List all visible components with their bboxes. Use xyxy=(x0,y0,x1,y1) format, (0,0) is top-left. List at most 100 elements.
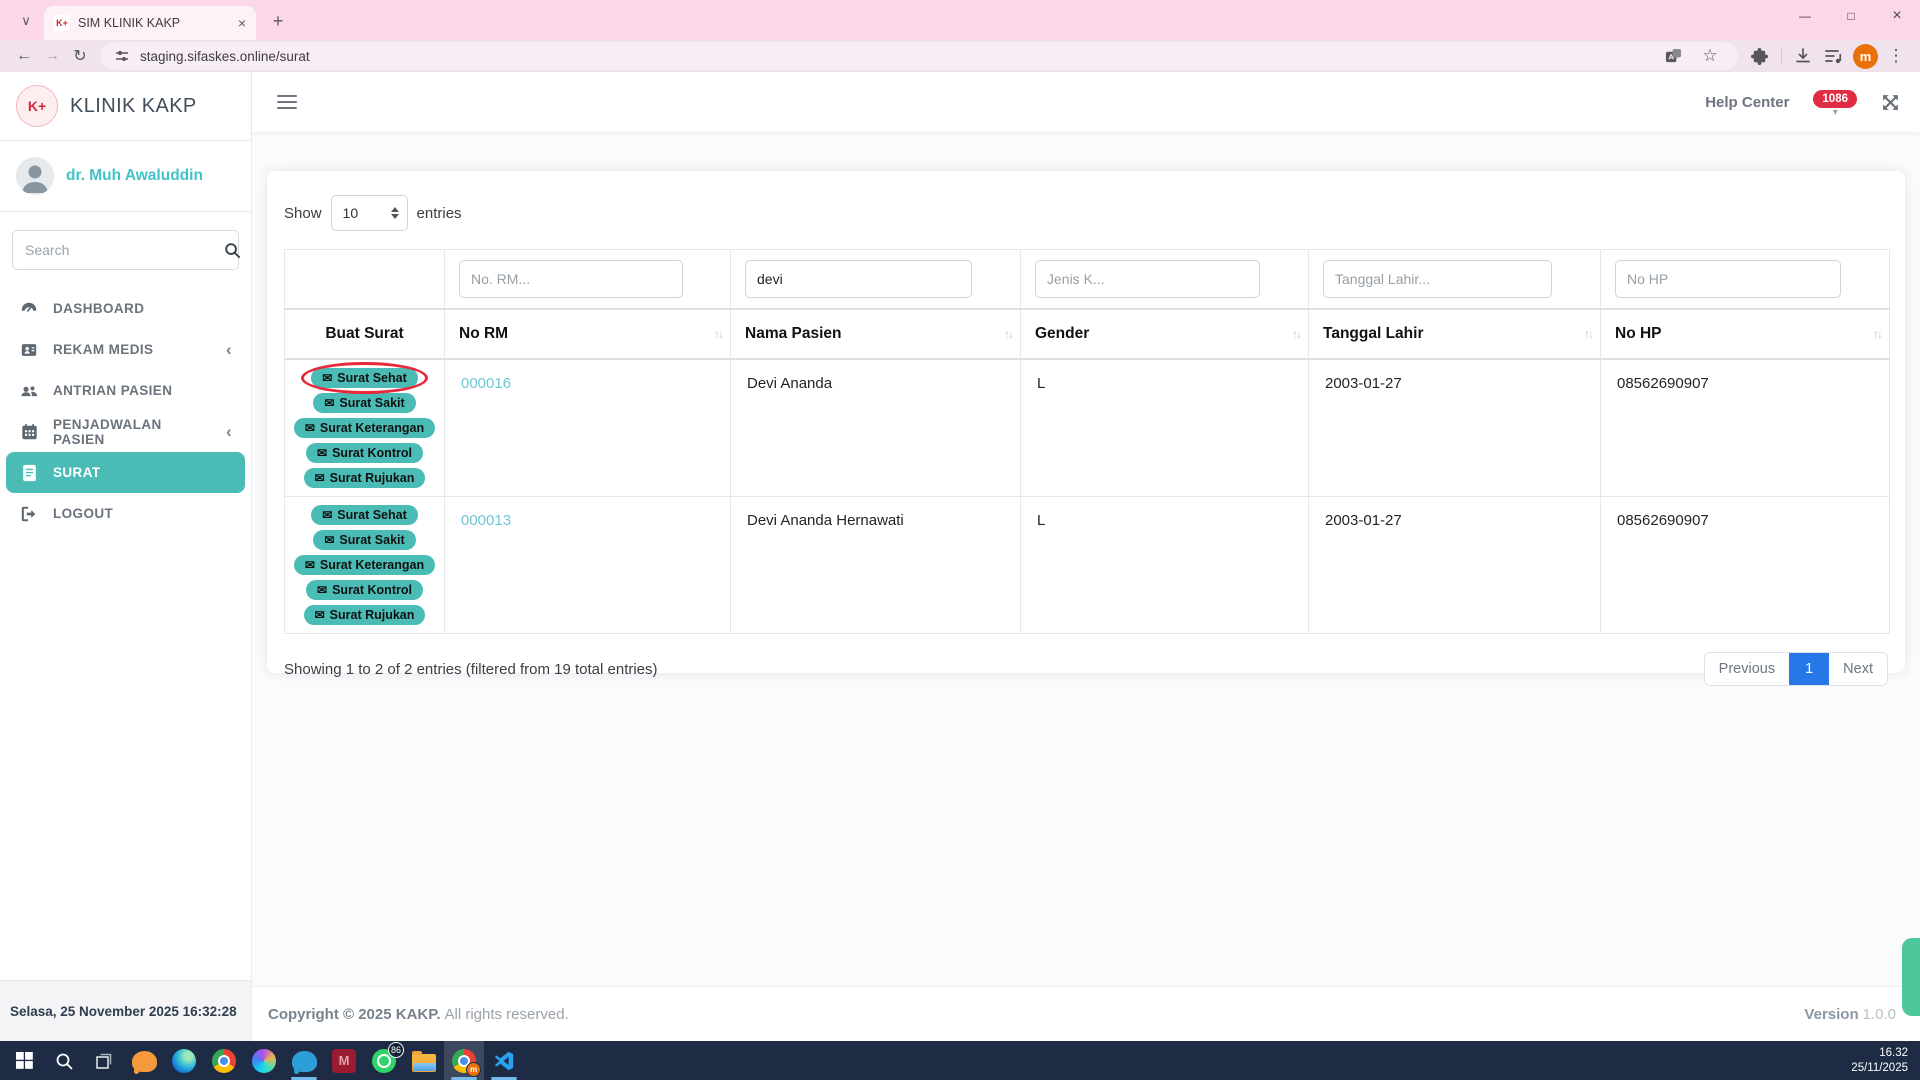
reload-button[interactable]: ↻ xyxy=(73,48,87,65)
filter-no-hp-input[interactable] xyxy=(1615,260,1842,298)
column-header-tanggal-lahir[interactable]: Tanggal Lahir ↑↓ xyxy=(1308,308,1601,360)
taskbar-clock[interactable]: 16.32 25/11/2025 xyxy=(1851,1046,1920,1076)
notification-count-badge[interactable]: 1086 xyxy=(1813,90,1857,108)
taskbar-copilot-icon[interactable] xyxy=(244,1041,284,1080)
maximize-button[interactable]: □ xyxy=(1847,9,1855,23)
taskbar-whatsapp-icon[interactable]: 86 xyxy=(364,1041,404,1080)
taskbar-chrome-profile-icon[interactable]: m xyxy=(444,1041,484,1080)
user-avatar xyxy=(16,157,54,195)
minimize-button[interactable]: — xyxy=(1799,9,1811,23)
media-queue-icon[interactable] xyxy=(1824,47,1843,65)
taskbar-vscode-icon[interactable] xyxy=(484,1041,524,1080)
no-rm-link[interactable]: 000013 xyxy=(461,512,512,529)
surat-sehat-button[interactable]: ✉ Surat Sehat xyxy=(311,505,418,525)
help-center-link[interactable]: Help Center xyxy=(1705,93,1790,111)
site-info-icon[interactable] xyxy=(114,48,130,64)
sidebar-item-dashboard[interactable]: DASHBOARD xyxy=(6,288,245,329)
start-button[interactable] xyxy=(4,1041,44,1080)
search-icon xyxy=(56,1053,73,1069)
user-name[interactable]: dr. Muh Awaluddin xyxy=(66,167,203,184)
surat-rujukan-button[interactable]: ✉ Surat Rujukan xyxy=(303,605,426,625)
envelope-icon: ✉ xyxy=(322,508,333,522)
surat-keterangan-button[interactable]: ✉ Surat Keterangan xyxy=(293,555,436,575)
taskbar-chrome-icon[interactable] xyxy=(204,1041,244,1080)
column-header-buat-surat: Buat Surat xyxy=(284,308,445,360)
floating-action-tab[interactable] xyxy=(1902,938,1920,1016)
surat-kontrol-button[interactable]: ✉ Surat Kontrol xyxy=(306,580,423,600)
sidebar-item-antrian-pasien[interactable]: ANTRIAN PASIEN xyxy=(6,370,245,411)
translate-icon[interactable] xyxy=(1665,48,1682,65)
profile-badge: m xyxy=(466,1062,481,1077)
previous-page-button[interactable]: Previous xyxy=(1704,653,1790,685)
sidebar-search-input[interactable] xyxy=(13,242,218,258)
sidebar-item-label: PENJADWALAN PASIEN xyxy=(53,416,162,447)
hamburger-menu-icon[interactable] xyxy=(277,94,297,110)
column-header-nama-pasien[interactable]: Nama Pasien ↑↓ xyxy=(730,308,1021,360)
sidebar-item-label: DASHBOARD xyxy=(53,301,145,316)
tab-favicon: K+ xyxy=(54,15,70,31)
fullscreen-icon[interactable] xyxy=(1881,93,1900,112)
pagination: Previous 1 Next xyxy=(1703,652,1888,686)
table-row: ✉ Surat Sehat ✉ Surat Sakit ✉ Surat Keteran… xyxy=(284,496,1890,634)
browser-menu-kebab-icon[interactable]: ⋮ xyxy=(1887,46,1905,65)
browser-profile-avatar[interactable]: m xyxy=(1853,43,1878,69)
tanggal-lahir-cell: 2003-01-27 xyxy=(1308,358,1601,497)
copyright-text: Copyright © 2025 KAKP. All rights reserve… xyxy=(268,1005,569,1023)
surat-sakit-button[interactable]: ✉ Surat Sakit xyxy=(313,393,416,413)
search-icon xyxy=(225,242,241,258)
sidebar-item-rekam-medis[interactable]: REKAM MEDIS ‹ xyxy=(6,329,245,370)
taskbar-postgres-icon[interactable] xyxy=(284,1041,324,1080)
surat-rujukan-button[interactable]: ✉ Surat Rujukan xyxy=(303,468,426,488)
current-page-button[interactable]: 1 xyxy=(1789,653,1830,685)
surat-kontrol-button[interactable]: ✉ Surat Kontrol xyxy=(306,443,423,463)
sidebar-item-penjadwalan-pasien[interactable]: PENJADWALAN PASIEN ‹ xyxy=(6,411,245,452)
download-icon[interactable] xyxy=(1794,47,1812,65)
user-row[interactable]: dr. Muh Awaluddin xyxy=(0,141,251,212)
surat-sakit-button[interactable]: ✉ Surat Sakit xyxy=(313,530,416,550)
filter-jenis-kelamin-input[interactable] xyxy=(1035,260,1261,298)
column-header-no-hp[interactable]: No HP ↑↓ xyxy=(1600,308,1890,360)
surat-sehat-button[interactable]: ✉ Surat Sehat xyxy=(311,368,418,388)
filter-no-rm-input[interactable] xyxy=(459,260,683,298)
address-bar[interactable]: staging.sifaskes.online/surat ☆ xyxy=(100,42,1738,70)
notification-badge-wrap[interactable]: 1086 ▾ xyxy=(1813,89,1857,118)
datatable-card: Show 10 entries xyxy=(267,171,1905,686)
back-button[interactable]: ← xyxy=(16,47,32,64)
new-tab-button[interactable]: + xyxy=(272,10,284,31)
tab-close-icon[interactable]: × xyxy=(237,15,246,31)
next-page-button[interactable]: Next xyxy=(1829,653,1887,685)
extensions-puzzle-icon[interactable] xyxy=(1750,47,1769,66)
sidebar-item-label: ANTRIAN PASIEN xyxy=(53,383,173,398)
window-close-button[interactable]: × xyxy=(1892,7,1902,24)
envelope-icon: ✉ xyxy=(314,608,325,622)
sidebar-item-surat[interactable]: SURAT xyxy=(6,452,245,493)
taskbar-search-button[interactable] xyxy=(44,1041,84,1080)
column-header-no-rm[interactable]: No RM ↑↓ xyxy=(444,308,731,360)
sidebar-item-logout[interactable]: LOGOUT xyxy=(6,493,245,534)
no-hp-cell: 08562690907 xyxy=(1600,496,1890,634)
filter-row xyxy=(284,249,1890,310)
browser-tab[interactable]: K+ SIM KLINIK KAKP × xyxy=(44,6,256,40)
forward-button[interactable]: → xyxy=(44,47,60,64)
taskbar-edge-icon[interactable] xyxy=(164,1041,204,1080)
sidebar-item-label: LOGOUT xyxy=(53,506,114,521)
taskbar-laragon-icon[interactable] xyxy=(124,1041,164,1080)
toolbar-divider xyxy=(1781,47,1782,65)
filter-nama-pasien-input[interactable] xyxy=(745,260,973,298)
task-view-button[interactable] xyxy=(84,1041,124,1080)
column-header-gender[interactable]: Gender ↑↓ xyxy=(1020,308,1309,360)
url-text[interactable]: staging.sifaskes.online/surat xyxy=(140,48,310,64)
no-rm-link[interactable]: 000016 xyxy=(461,375,512,392)
page-length-row: Show 10 entries xyxy=(284,195,1888,231)
page-length-select[interactable]: 10 xyxy=(330,195,408,231)
filter-tanggal-lahir-input[interactable] xyxy=(1323,260,1552,298)
surat-keterangan-button[interactable]: ✉ Surat Keterangan xyxy=(293,418,436,438)
bookmark-star-icon[interactable]: ☆ xyxy=(1702,46,1718,65)
sidebar-search-button[interactable] xyxy=(218,231,247,269)
taskbar-mendeley-icon[interactable]: M xyxy=(324,1041,364,1080)
header-row: Buat Surat No RM ↑↓ Nama Pasien ↑↓ Gender ↑… xyxy=(284,308,1890,360)
address-bar-actions: ☆ xyxy=(1665,42,1724,70)
sidebar: K+ KLINIK KAKP dr. Muh Awaluddin xyxy=(0,72,252,1041)
tab-search-chevron-icon[interactable]: ∨ xyxy=(21,13,31,28)
taskbar-file-explorer-icon[interactable] xyxy=(404,1041,444,1080)
